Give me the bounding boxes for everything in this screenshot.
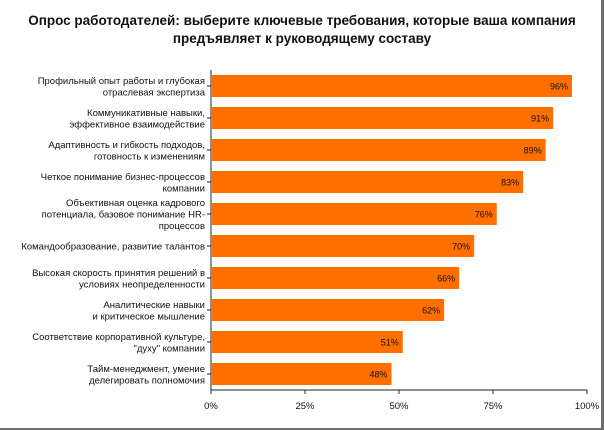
value-label-5: 76% <box>475 210 493 220</box>
x-tick-label-75: 75% <box>483 401 503 412</box>
x-tick-label-100: 100% <box>575 401 600 412</box>
value-label-2: 91% <box>531 114 549 124</box>
bar-10 <box>211 363 392 385</box>
bar-7 <box>211 267 460 289</box>
category-label-4: Четкое понимание бизнес-процессов компани… <box>41 172 205 195</box>
category-label-9: Соответствие корпоративной культуре, "дух… <box>32 332 205 355</box>
value-label-4: 83% <box>501 178 519 188</box>
category-label-5: Объективная оценка кадрового потенциала, … <box>42 198 205 232</box>
category-label-8: Аналитические навыки и критическое мышлен… <box>93 300 205 323</box>
category-label-3: Адаптивность и гибкость подходов, готовно… <box>48 140 205 163</box>
category-label-6: Командообразование, развитие талантов <box>21 242 205 253</box>
bar-6 <box>211 235 475 257</box>
bar-3 <box>211 139 546 161</box>
value-label-9: 51% <box>381 338 399 348</box>
category-label-7: Высокая скорость принятия решений в услов… <box>32 268 205 291</box>
x-tick-label-50: 50% <box>389 401 409 412</box>
bar-5 <box>211 203 497 225</box>
category-label-2: Коммуникативные навыки, эффективное взаим… <box>69 108 205 131</box>
category-label-10: Тайм-менеджмент, умение делегировать полн… <box>87 364 205 387</box>
bar-8 <box>211 299 445 321</box>
x-tick-label-0: 0% <box>204 401 218 412</box>
value-label-8: 62% <box>422 306 440 316</box>
value-label-6: 70% <box>452 242 470 252</box>
value-label-1: 96% <box>550 82 568 92</box>
chart-title: Опрос работодателей: выберите ключевые т… <box>28 13 576 46</box>
bar-4 <box>211 171 524 193</box>
bar-9 <box>211 331 403 353</box>
value-label-3: 89% <box>524 146 542 156</box>
bar-1 <box>211 75 572 97</box>
x-tick-label-25: 25% <box>295 401 315 412</box>
bar-2 <box>211 107 554 129</box>
value-label-10: 48% <box>369 370 387 380</box>
category-label-1: Профильный опыт работы и глубокая отрасле… <box>38 76 206 99</box>
value-label-7: 66% <box>437 274 455 284</box>
